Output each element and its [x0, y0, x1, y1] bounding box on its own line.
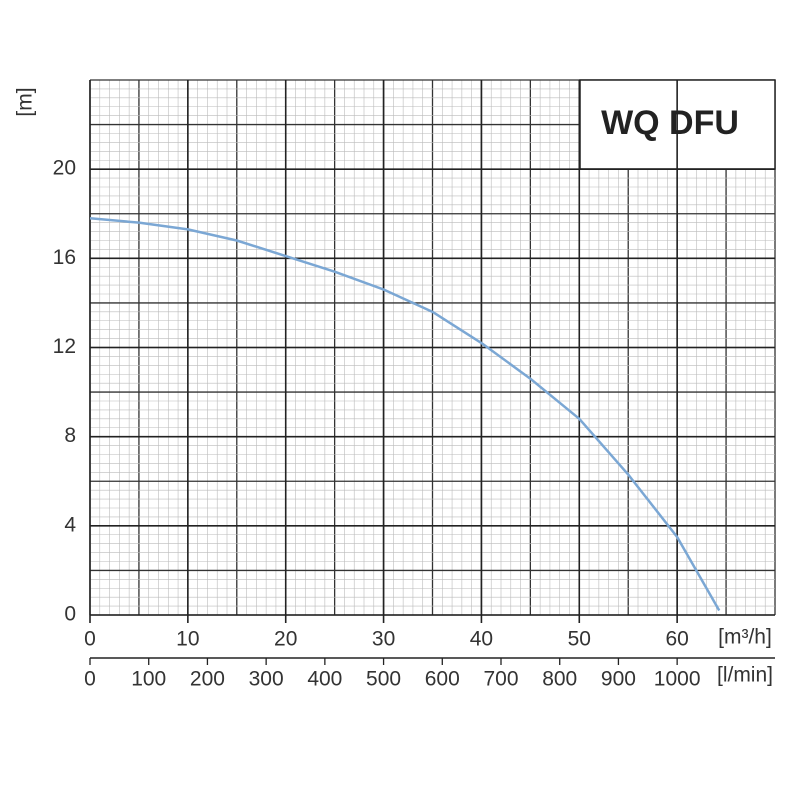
y-tick-label: 8: [64, 424, 76, 447]
x-tick-label: 0: [84, 628, 96, 651]
x2-tick-label: 700: [483, 668, 518, 691]
x-tick-label: 60: [665, 628, 688, 651]
y-axis-label: [m]: [14, 87, 37, 116]
x2-axis-label: [l/min]: [717, 664, 773, 687]
x-tick-label: 50: [568, 628, 591, 651]
pump-curve: [89, 216, 721, 612]
x2-tick-label: 500: [366, 668, 401, 691]
x2-tick-label: 200: [190, 668, 225, 691]
x2-tick-label: 600: [425, 668, 460, 691]
x-tick-label: 20: [274, 628, 297, 651]
x-tick-label: 30: [372, 628, 395, 651]
x2-tick-label: 400: [307, 668, 342, 691]
x2-tick-label: 0: [84, 668, 96, 691]
y-tick-label: 16: [53, 246, 76, 269]
y-tick-label: 4: [64, 513, 76, 536]
y-tick-label: 0: [64, 603, 76, 626]
chart-title: WQ DFU: [601, 104, 739, 142]
y-tick-label: 20: [53, 157, 76, 180]
x2-tick-label: 800: [542, 668, 577, 691]
x2-tick-label: 900: [601, 668, 636, 691]
x2-tick-label: 1000: [654, 668, 701, 691]
y-tick-label: 12: [53, 335, 76, 358]
x-tick-label: 10: [176, 628, 199, 651]
x2-tick-label: 300: [249, 668, 284, 691]
x-tick-label: 40: [470, 628, 493, 651]
x-axis-label: [m³/h]: [718, 626, 772, 649]
x2-tick-label: 100: [131, 668, 166, 691]
